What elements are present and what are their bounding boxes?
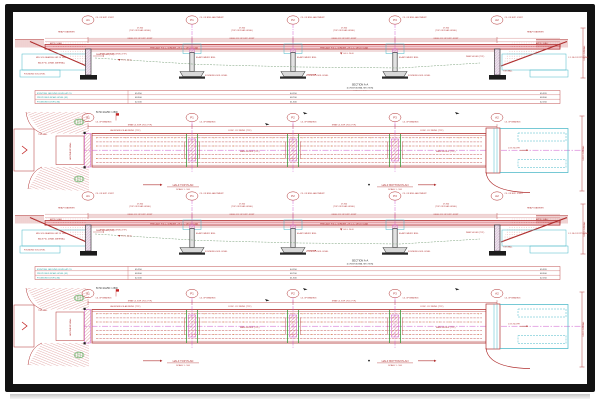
sheet-block-bottom	[14, 192, 589, 369]
sheet-block-top	[14, 16, 589, 193]
bottom-shadow	[10, 394, 590, 399]
